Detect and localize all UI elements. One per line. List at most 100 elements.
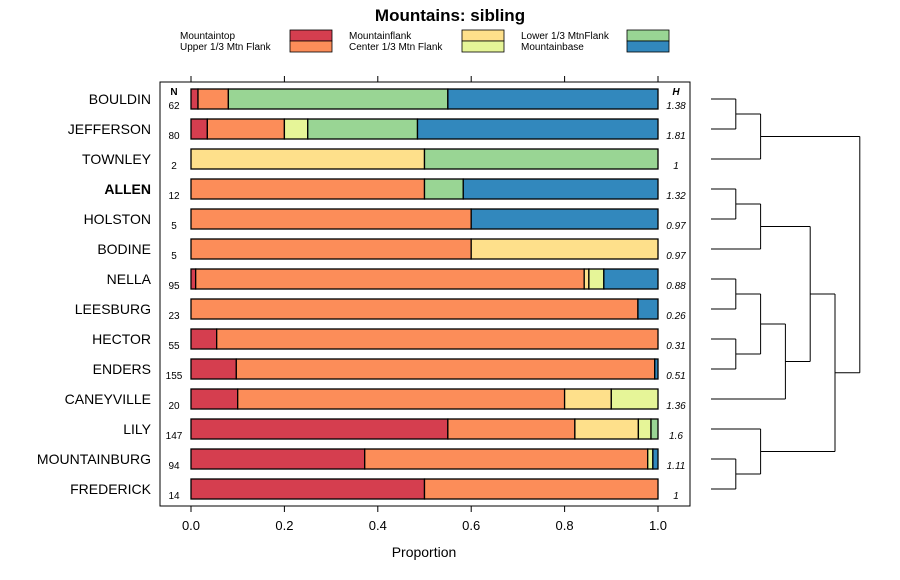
row-h-value: 1.81 [666,131,685,142]
row-label: MOUNTAINBURG [37,451,151,467]
row-h-value: 0.97 [666,221,686,232]
bar-segment [190,418,449,440]
legend-label: Upper 1/3 Mtn Flank [180,42,272,53]
bar-segment [470,208,659,230]
x-tick-label: 0.6 [462,518,480,533]
x-tick-label: 0.8 [556,518,574,533]
row-label: BOULDIN [89,91,151,107]
row-h-value: 0.31 [666,341,685,352]
row-label: ALLEN [104,181,151,197]
bar-segment [364,448,649,470]
chart-title: Mountains: sibling [375,6,525,25]
legend-swatch [626,40,670,53]
row-n-value: 95 [168,281,180,292]
bar-segment [447,88,659,110]
bar-segment [423,478,659,500]
bar-segment [563,388,612,410]
bar-segment [195,268,585,290]
row-n-value: 5 [171,251,177,262]
bar-segment [190,388,239,410]
legend-label: Mountainflank [349,31,412,42]
bar-segment [588,268,605,290]
row-n-value: 62 [168,101,180,112]
row-label: LILY [123,421,151,437]
row-n-value: 2 [171,161,177,172]
row-n-value: 14 [168,491,180,502]
bar-segment [307,118,419,140]
n-column-header: N [170,87,177,98]
bar-segment [416,118,659,140]
row-label: BODINE [97,241,151,257]
row-label: TOWNLEY [82,151,152,167]
bar-segment [206,118,286,140]
bar-segment [603,268,659,290]
bar-segment [190,268,197,290]
row-h-value: 0.97 [666,251,686,262]
row-label: HECTOR [92,331,151,347]
bar-segment [647,448,654,470]
bar-segment [583,268,590,290]
bar-segment [190,148,426,170]
row-h-value: 0.88 [666,281,686,292]
bar-segment [190,238,472,260]
bar-segment [190,328,218,350]
legend-swatch [289,29,333,42]
x-tick-label: 0.4 [369,518,387,533]
bar-segment [197,88,230,110]
bar-segment [423,148,659,170]
row-n-value: 155 [166,371,183,382]
h-column-header: H [672,87,680,98]
bar-segment [654,358,659,380]
row-n-value: 20 [168,401,180,412]
x-tick-label: 1.0 [649,518,667,533]
bar-segment [216,328,659,350]
bar-segment [190,118,208,140]
bar-segment [227,88,449,110]
bar-segment [190,208,472,230]
bar-segment [190,88,199,110]
bar-segment [637,298,659,320]
row-h-value: 1.32 [666,191,686,202]
dendrogram [711,98,861,490]
row-n-value: 23 [168,311,180,322]
legend-label: Lower 1/3 MtnFlank [521,31,610,42]
row-h-value: 1 [673,491,679,502]
row-h-value: 1.38 [666,101,686,112]
bar-segment [652,448,659,470]
row-label: NELLA [107,271,152,287]
bar-segment [650,418,659,440]
bar-segment [235,358,656,380]
row-label: LEESBURG [75,301,151,317]
row-h-value: 1.6 [669,431,683,442]
bar-segment [190,298,639,320]
legend-label: Mountainbase [521,42,584,53]
plot-panel [159,81,691,507]
legend-label: Mountaintop [180,31,235,42]
bar-segment [447,418,576,440]
bar-segment [190,478,426,500]
x-tick-label: 0.0 [182,518,200,533]
legend-swatch [626,29,670,42]
bar-segment [470,238,659,260]
row-n-value: 5 [171,221,177,232]
row-label: HOLSTON [84,211,151,227]
bar-segment [190,178,426,200]
bar-segment [237,388,566,410]
row-n-value: 80 [168,131,180,142]
bar-segment [637,418,652,440]
row-h-value: 1.36 [666,401,686,412]
bar-segment [190,358,237,380]
x-tick-label: 0.2 [275,518,293,533]
bar-segment [574,418,640,440]
bar-segment [462,178,659,200]
row-label: CANEYVILLE [65,391,151,407]
row-label: FREDERICK [70,481,152,497]
row-label: JEFFERSON [68,121,151,137]
row-h-value: 1 [673,161,679,172]
bar-segment [190,448,366,470]
row-h-value: 1.11 [667,461,686,472]
row-n-value: 12 [168,191,180,202]
bar-segment [423,178,464,200]
